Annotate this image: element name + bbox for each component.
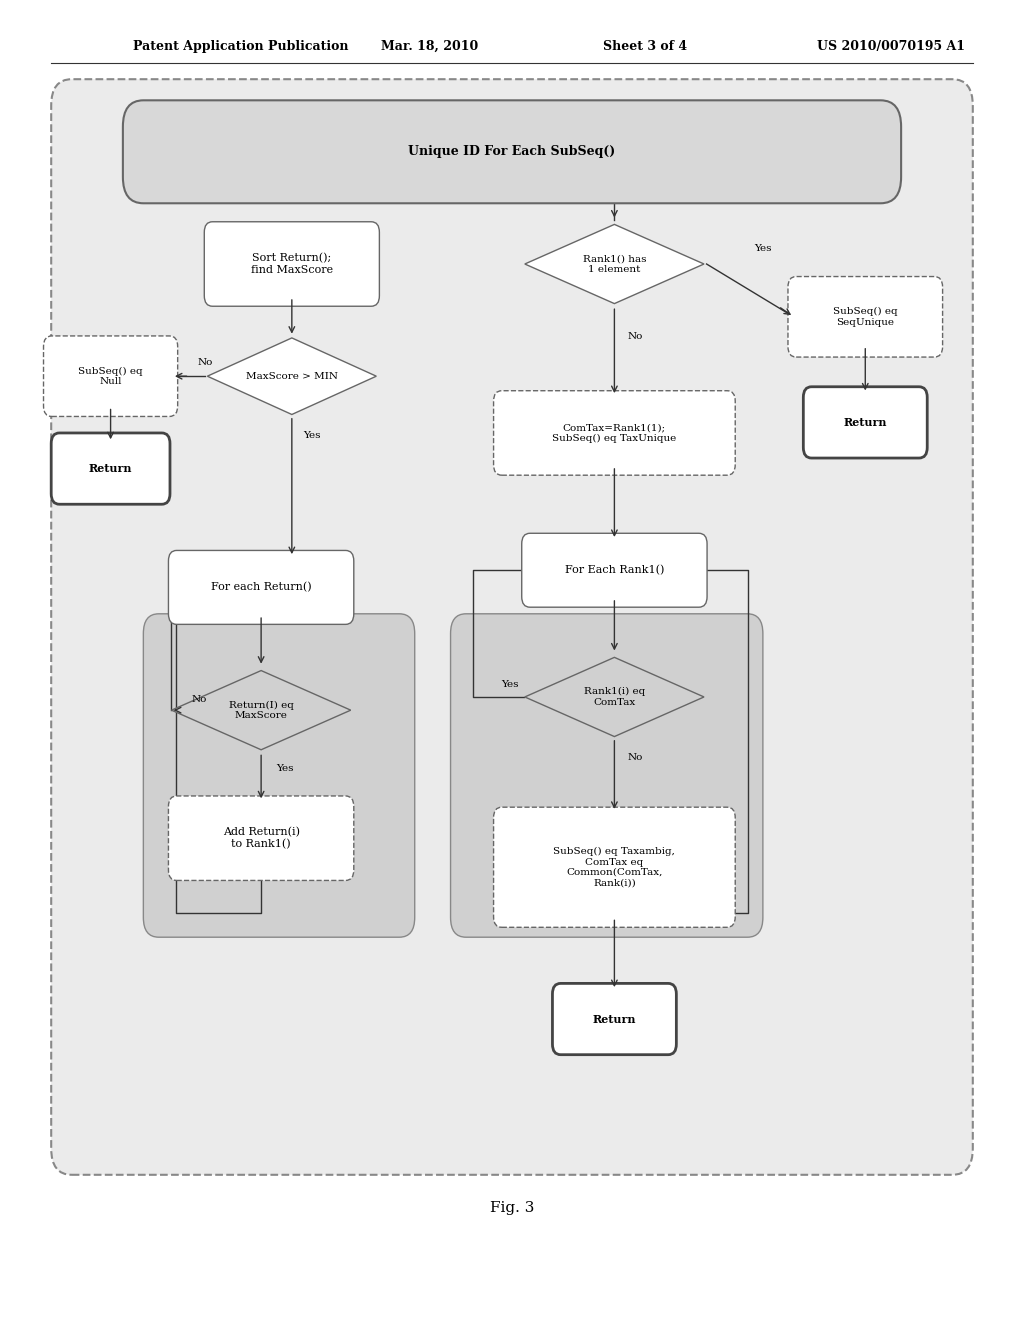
- Text: SubSeq() eq
SeqUnique: SubSeq() eq SeqUnique: [833, 308, 898, 326]
- Text: Add Return(i)
to Rank1(): Add Return(i) to Rank1(): [222, 828, 300, 849]
- FancyBboxPatch shape: [204, 222, 379, 306]
- Text: No: No: [627, 754, 643, 762]
- Text: Return: Return: [89, 463, 132, 474]
- FancyBboxPatch shape: [494, 391, 735, 475]
- FancyBboxPatch shape: [803, 387, 928, 458]
- Text: Yes: Yes: [275, 764, 294, 772]
- Text: Rank1() has
1 element: Rank1() has 1 element: [583, 255, 646, 273]
- FancyBboxPatch shape: [168, 550, 354, 624]
- Text: Rank1(i) eq
ComTax: Rank1(i) eq ComTax: [584, 688, 645, 706]
- Text: Sheet 3 of 4: Sheet 3 of 4: [603, 40, 687, 53]
- Text: For Each Rank1(): For Each Rank1(): [564, 565, 665, 576]
- Text: Return: Return: [593, 1014, 636, 1024]
- Text: SubSeq() eq Taxambig,
ComTax eq
Common(ComTax,
Rank(i)): SubSeq() eq Taxambig, ComTax eq Common(C…: [553, 847, 676, 887]
- Text: Yes: Yes: [754, 244, 772, 253]
- Text: Return(I) eq
MaxScore: Return(I) eq MaxScore: [228, 701, 294, 719]
- Text: ComTax=Rank1(1);
SubSeq() eq TaxUnique: ComTax=Rank1(1); SubSeq() eq TaxUnique: [552, 424, 677, 442]
- Text: Sort Return();
find MaxScore: Sort Return(); find MaxScore: [251, 253, 333, 275]
- FancyBboxPatch shape: [123, 100, 901, 203]
- Text: Fig. 3: Fig. 3: [489, 1201, 535, 1214]
- Polygon shape: [524, 657, 705, 737]
- FancyBboxPatch shape: [43, 335, 178, 417]
- FancyBboxPatch shape: [168, 796, 354, 880]
- FancyBboxPatch shape: [51, 79, 973, 1175]
- Text: No: No: [191, 694, 208, 704]
- Text: Yes: Yes: [501, 680, 519, 689]
- Polygon shape: [524, 224, 705, 304]
- Text: For each Return(): For each Return(): [211, 582, 311, 593]
- Text: No: No: [197, 358, 213, 367]
- FancyBboxPatch shape: [494, 807, 735, 927]
- Text: MaxScore > MIN: MaxScore > MIN: [246, 372, 338, 380]
- FancyBboxPatch shape: [451, 614, 763, 937]
- Polygon shape: [207, 338, 377, 414]
- Text: Unique ID For Each SubSeq(): Unique ID For Each SubSeq(): [409, 145, 615, 158]
- Polygon shape: [172, 671, 350, 750]
- Text: Mar. 18, 2010: Mar. 18, 2010: [382, 40, 478, 53]
- Text: US 2010/0070195 A1: US 2010/0070195 A1: [817, 40, 965, 53]
- Text: No: No: [627, 333, 643, 341]
- FancyBboxPatch shape: [521, 533, 707, 607]
- Text: Yes: Yes: [303, 432, 322, 440]
- FancyBboxPatch shape: [788, 277, 942, 356]
- Text: Return: Return: [844, 417, 887, 428]
- FancyBboxPatch shape: [51, 433, 170, 504]
- Text: Patent Application Publication: Patent Application Publication: [133, 40, 348, 53]
- FancyBboxPatch shape: [143, 614, 415, 937]
- FancyBboxPatch shape: [553, 983, 676, 1055]
- Text: SubSeq() eq
Null: SubSeq() eq Null: [78, 367, 143, 385]
